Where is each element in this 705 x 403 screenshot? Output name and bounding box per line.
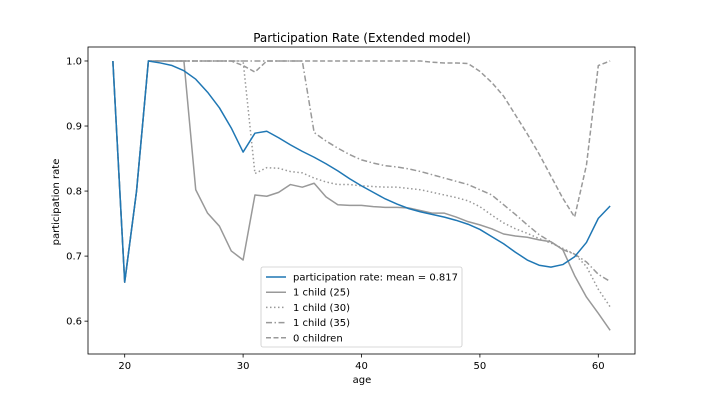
legend-entries: participation rate: mean = 0.817 1 child … [266, 273, 458, 344]
x-axis-label: age [353, 375, 372, 386]
x-tick-label: 40 [355, 361, 368, 372]
x-tick-label: 20 [118, 361, 131, 372]
y-tick-label: 1.0 [66, 56, 82, 67]
y-tick-label: 0.7 [66, 252, 82, 263]
x-tick-label: 30 [237, 361, 250, 372]
x-axis-ticks: 20 30 40 50 60 [118, 354, 605, 372]
series-line-1 [112, 60, 611, 331]
y-axis-ticks: 0.6 0.7 0.8 0.9 1.0 [66, 56, 88, 328]
legend-label: 1 child (35) [293, 318, 350, 329]
series-line-0 [112, 60, 611, 283]
series-line-3 [112, 60, 611, 283]
legend: participation rate: mean = 0.817 1 child … [260, 266, 463, 348]
y-tick-label: 0.6 [66, 317, 82, 328]
y-tick-label: 0.8 [66, 187, 82, 198]
y-tick-label: 0.9 [66, 122, 82, 133]
x-tick-label: 50 [474, 361, 487, 372]
y-axis-label: participation rate [51, 159, 62, 246]
legend-box [260, 266, 463, 348]
legend-label: 1 child (30) [293, 303, 350, 314]
legend-label: participation rate: mean = 0.817 [293, 273, 458, 284]
legend-label: 0 children [293, 333, 343, 344]
legend-label: 1 child (25) [293, 288, 350, 299]
chart-title: Participation Rate (Extended model) [253, 31, 471, 45]
plot-series [112, 60, 611, 331]
x-tick-label: 60 [592, 361, 605, 372]
